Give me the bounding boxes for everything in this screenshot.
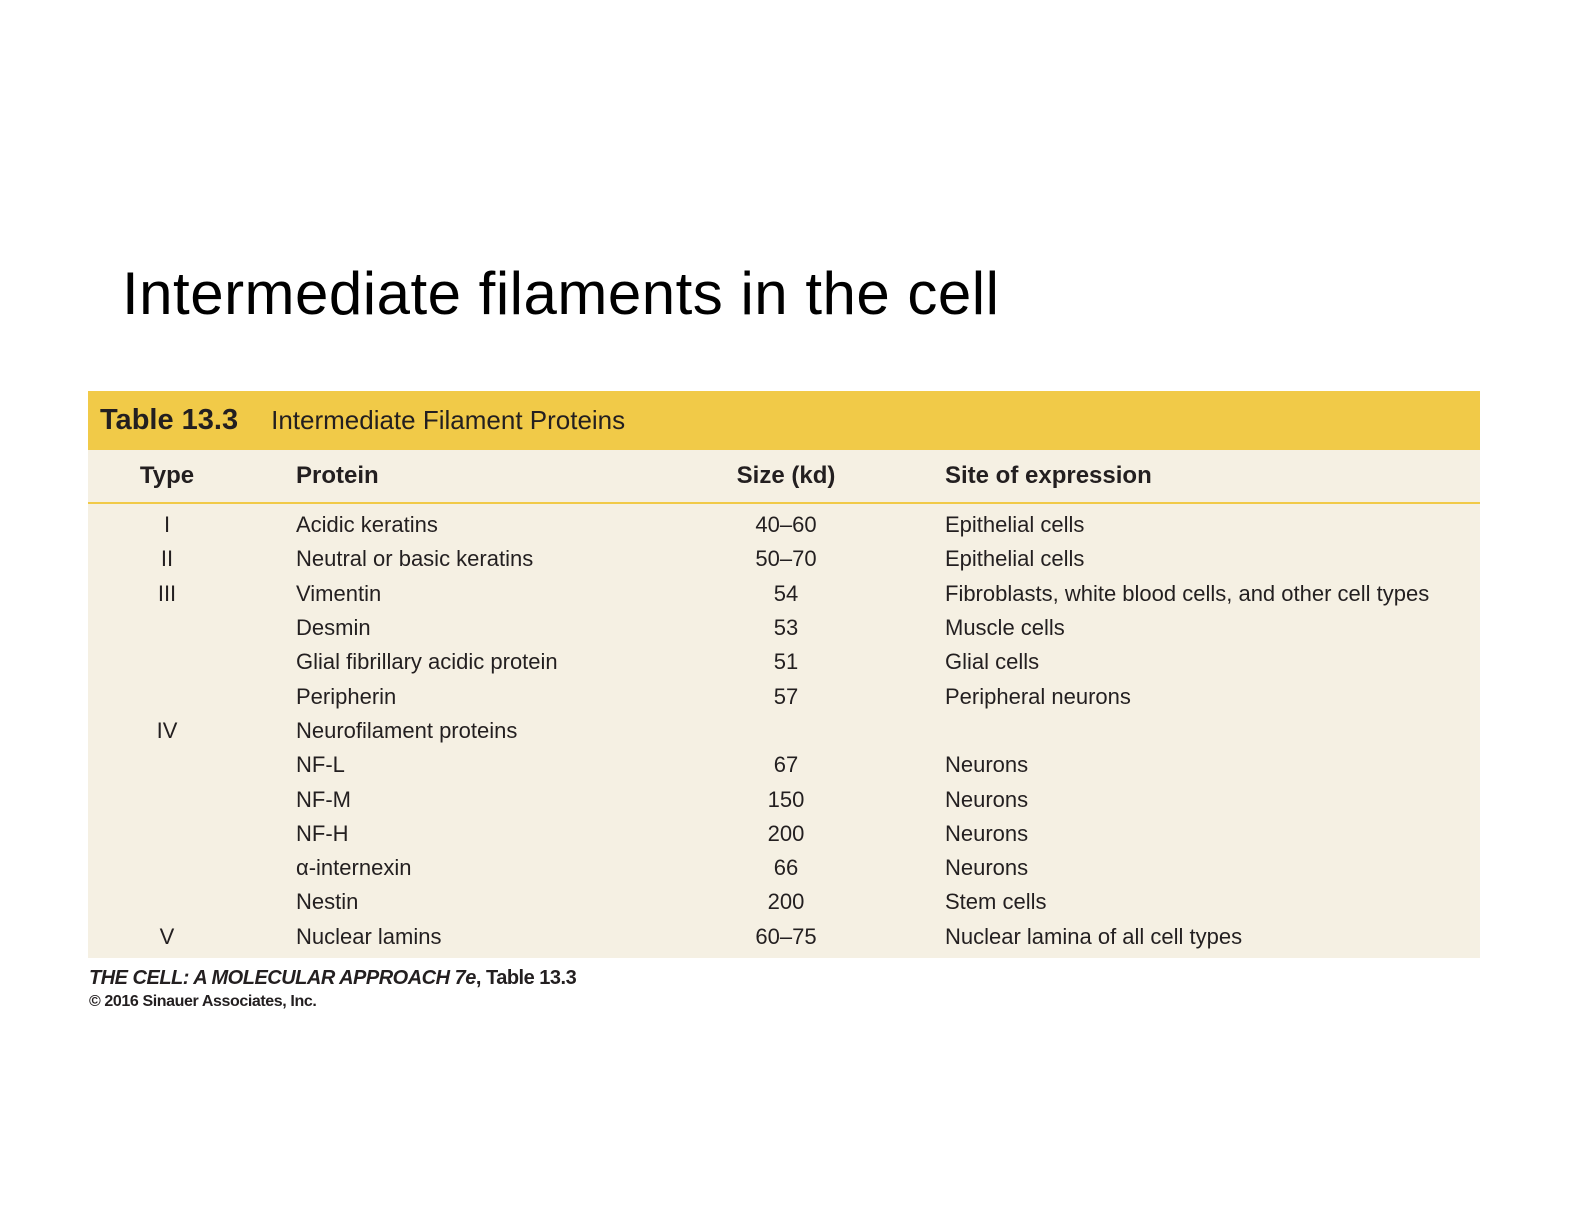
- cell-type: I: [163, 512, 171, 538]
- table-row: V Nuclear lamins 60–75 Nuclear lamina of…: [88, 920, 1480, 954]
- table-row: Nestin 200 Stem cells: [88, 885, 1480, 919]
- table-number: Table 13.3: [100, 404, 239, 436]
- cell-size: 67: [773, 752, 799, 778]
- cell-size: 60–75: [755, 923, 817, 949]
- table-row: I Acidic keratins 40–60 Epithelial cells: [88, 503, 1480, 542]
- cell-site: Stem cells: [945, 889, 1047, 915]
- table-row: Desmin 53 Muscle cells: [88, 611, 1480, 645]
- cell-size: 53: [773, 615, 799, 641]
- table-row: α-internexin 66 Neurons: [88, 851, 1480, 885]
- table-row: NF-M 150 Neurons: [88, 782, 1480, 816]
- cell-type: [88, 885, 246, 919]
- credit-book-title: THE CELL: A MOLECULAR APPROACH 7e: [89, 967, 476, 989]
- cell-protein: Vimentin: [296, 580, 382, 606]
- table-caption: Intermediate Filament Proteins: [271, 405, 626, 435]
- table-row: Glial fibrillary acidic protein 51 Glial…: [88, 645, 1480, 679]
- credit-copyright: © 2016 Sinauer Associates, Inc.: [89, 993, 317, 1010]
- cell-protein: NF-M: [296, 786, 351, 812]
- cell-type: [88, 645, 246, 679]
- cell-size: [736, 714, 836, 748]
- cell-size: 66: [773, 855, 799, 881]
- table-row: II Neutral or basic keratins 50–70 Epith…: [88, 542, 1480, 576]
- cell-protein: NF-H: [296, 820, 349, 846]
- cell-size: 54: [773, 580, 799, 606]
- cell-type: [88, 679, 246, 713]
- cell-site: Nuclear lamina of all cell types: [945, 923, 1243, 949]
- cell-site: Peripheral neurons: [945, 683, 1131, 709]
- intermediate-filament-table: Table 13.3 Intermediate Filament Protein…: [88, 391, 1480, 958]
- column-header-protein: Protein: [246, 450, 736, 504]
- column-header-size: Size (kd): [736, 450, 836, 504]
- column-header-row: Type Protein Size (kd) Site of expressio…: [88, 450, 1480, 504]
- cell-site: Neurons: [945, 752, 1029, 778]
- cell-site: Neurons: [945, 820, 1029, 846]
- cell-protein: Nuclear lamins: [296, 923, 442, 949]
- cell-site: Glial cells: [945, 649, 1040, 675]
- cell-protein: Acidic keratins: [296, 512, 438, 538]
- cell-type: [88, 817, 246, 851]
- cell-type: [88, 748, 246, 782]
- cell-protein: α-internexin: [296, 855, 412, 881]
- data-table: Type Protein Size (kd) Site of expressio…: [88, 450, 1480, 954]
- cell-size: 50–70: [755, 546, 817, 572]
- cell-size: 51: [773, 649, 799, 675]
- cell-site: Muscle cells: [945, 615, 1065, 641]
- table-row: NF-L 67 Neurons: [88, 748, 1480, 782]
- cell-type: IV: [156, 717, 178, 743]
- cell-size: 200: [767, 820, 805, 846]
- cell-protein: Neurofilament proteins: [296, 717, 518, 743]
- cell-size: 150: [767, 786, 805, 812]
- cell-type: [88, 611, 246, 645]
- cell-size: 40–60: [755, 512, 817, 538]
- cell-type: III: [157, 580, 177, 606]
- table-row: Peripherin 57 Peripheral neurons: [88, 679, 1480, 713]
- column-header-type: Type: [88, 450, 246, 504]
- column-header-site: Site of expression: [836, 450, 1480, 504]
- cell-protein: Nestin: [296, 889, 359, 915]
- cell-size: 57: [773, 683, 799, 709]
- cell-size: 200: [767, 889, 805, 915]
- cell-site: Epithelial cells: [945, 512, 1085, 538]
- source-credit: THE CELL: A MOLECULAR APPROACH 7e, Table…: [89, 967, 577, 1011]
- table-body: Type Protein Size (kd) Site of expressio…: [88, 450, 1480, 958]
- table-header-bar: Table 13.3 Intermediate Filament Protein…: [88, 391, 1480, 450]
- credit-source-line: THE CELL: A MOLECULAR APPROACH 7e, Table…: [89, 967, 577, 990]
- cell-site: Neurons: [945, 786, 1029, 812]
- cell-type: [88, 851, 246, 885]
- cell-protein: Desmin: [296, 615, 371, 641]
- credit-table-ref: , Table 13.3: [475, 967, 577, 989]
- cell-type: V: [159, 923, 175, 949]
- cell-protein: Glial fibrillary acidic protein: [296, 649, 558, 675]
- cell-protein: Peripherin: [296, 683, 397, 709]
- cell-site: [836, 714, 1480, 748]
- cell-site: Neurons: [945, 855, 1029, 881]
- cell-site: Fibroblasts, white blood cells, and othe…: [945, 580, 1430, 606]
- cell-type: [88, 782, 246, 816]
- cell-type: II: [160, 546, 174, 572]
- cell-protein: Neutral or basic keratins: [296, 546, 534, 572]
- cell-site: Epithelial cells: [945, 546, 1085, 572]
- table-row: NF-H 200 Neurons: [88, 817, 1480, 851]
- table-row: III Vimentin 54 Fibroblasts, white blood…: [88, 577, 1480, 611]
- cell-protein: NF-L: [296, 752, 345, 778]
- slide-title: Intermediate filaments in the cell: [122, 260, 1000, 327]
- table-row: IV Neurofilament proteins: [88, 714, 1480, 748]
